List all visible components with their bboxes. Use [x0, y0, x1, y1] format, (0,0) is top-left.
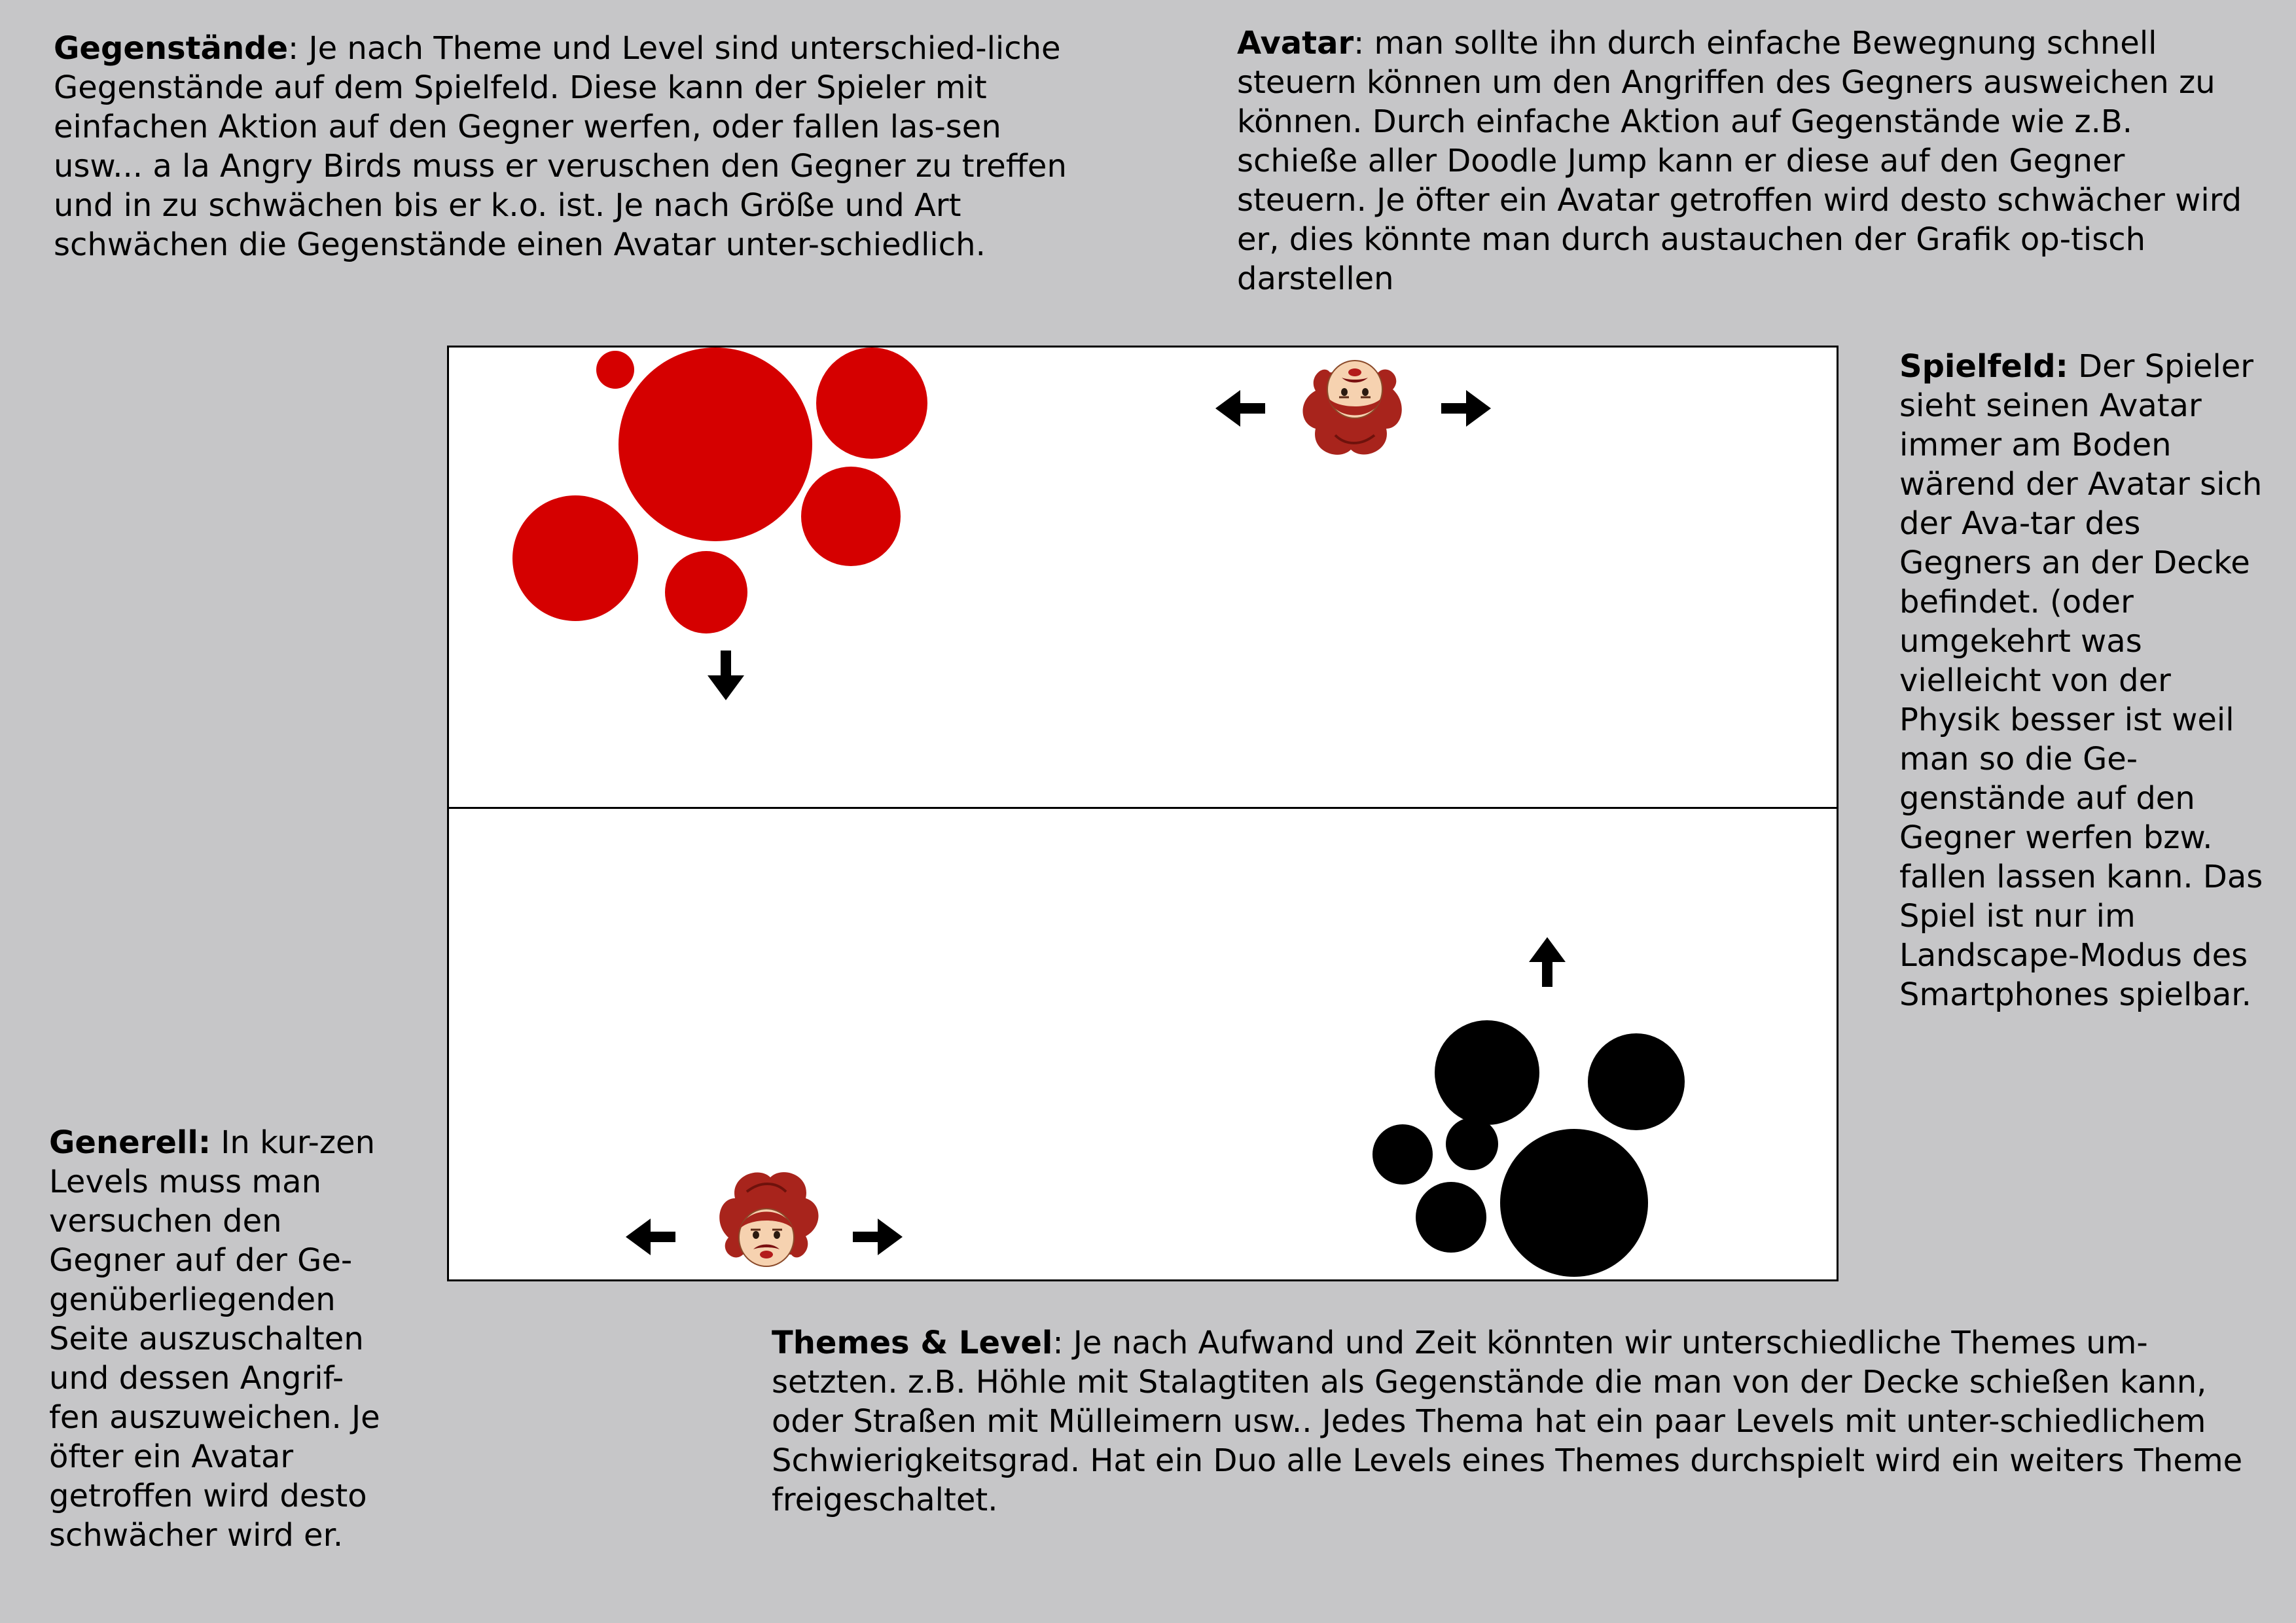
note-title: Gegenstände — [54, 30, 289, 67]
note-text: : Je nach Aufwand und Zeit könnten wir u… — [772, 1325, 2243, 1518]
arrow-left-icon — [1215, 390, 1265, 427]
player-objects — [1372, 1020, 1685, 1277]
player-avatar-icon — [718, 1171, 820, 1268]
note-title: Generell: — [49, 1124, 211, 1161]
field-divider — [449, 807, 1837, 809]
object-circle — [1588, 1033, 1685, 1130]
playfield-graphics — [512, 348, 1685, 1277]
playfield — [447, 346, 1839, 1281]
opponent-objects — [512, 348, 927, 633]
arrow-left-icon — [626, 1219, 675, 1255]
arrow-down-icon — [708, 651, 744, 700]
object-circle — [596, 351, 634, 389]
arrow-right-icon — [1441, 390, 1491, 427]
arrow-right-icon — [853, 1219, 903, 1255]
note-spielfeld: Spielfeld: Der Spieler sieht seinen Avat… — [1899, 347, 2266, 1014]
note-avatar: Avatar: man sollte ihn durch einfache Be… — [1237, 24, 2258, 298]
object-circle — [1372, 1124, 1433, 1185]
object-circle — [1435, 1020, 1539, 1125]
arrow-up-icon — [1529, 937, 1566, 987]
note-gegenstaende: Gegenstände: Je nach Theme und Level sin… — [54, 29, 1088, 264]
note-generell: Generell: In kur-zen Levels muss man ver… — [49, 1123, 389, 1555]
note-themes: Themes & Level: Je nach Aufwand und Zeit… — [772, 1323, 2264, 1520]
object-circle — [801, 467, 901, 566]
object-circle — [1416, 1182, 1486, 1253]
note-text: In kur-zen Levels muss man versuchen den… — [49, 1124, 380, 1554]
opponent-avatar-icon — [1301, 359, 1403, 456]
note-title: Themes & Level — [772, 1325, 1053, 1361]
object-circle — [816, 348, 927, 459]
note-text: Der Spieler sieht seinen Avatar immer am… — [1899, 348, 2263, 1013]
note-title: Spielfeld: — [1899, 348, 2068, 385]
object-circle — [665, 551, 747, 633]
object-circle — [619, 348, 812, 541]
object-circle — [1500, 1129, 1648, 1277]
note-text: : man sollte ihn durch einfache Bewegnun… — [1237, 25, 2242, 297]
object-circle — [1446, 1118, 1498, 1170]
object-circle — [512, 495, 638, 621]
note-title: Avatar — [1237, 25, 1354, 62]
note-text: : Je nach Theme und Level sind unterschi… — [54, 30, 1067, 263]
